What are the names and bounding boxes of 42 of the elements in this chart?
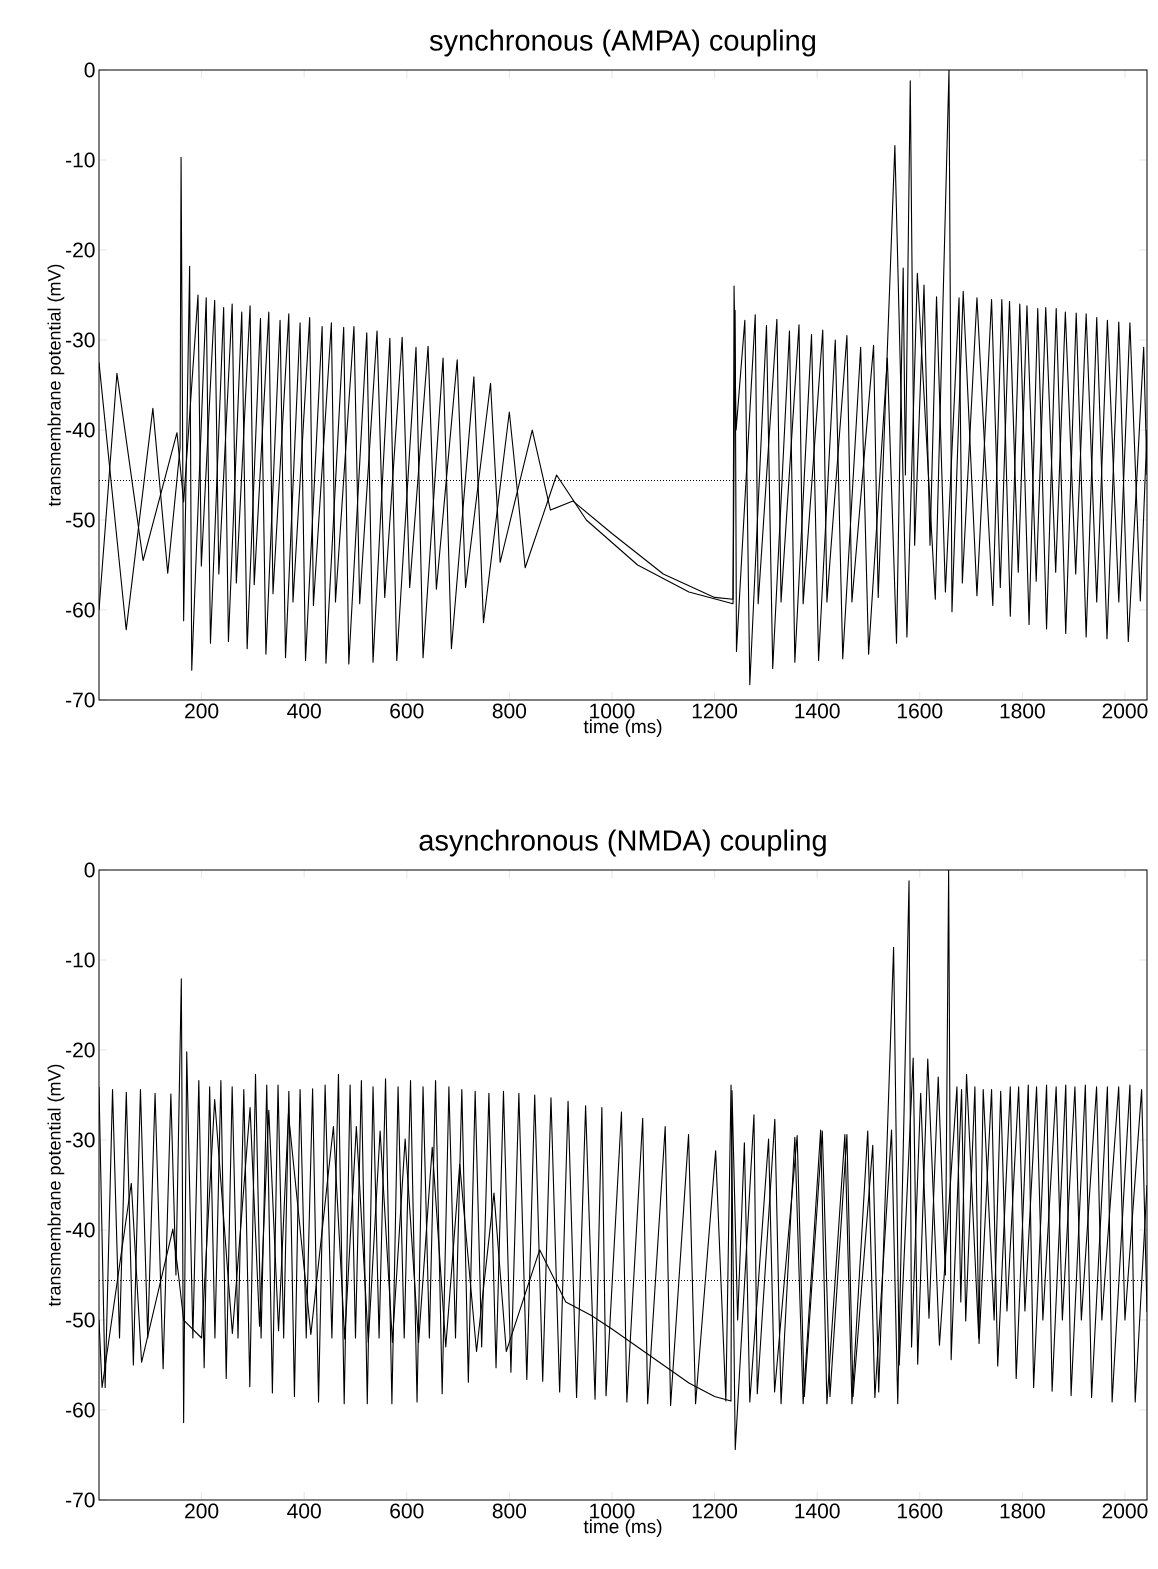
x-tick-label: 1400	[795, 1503, 840, 1519]
y-tick-label: -50	[66, 1312, 95, 1328]
x-tick-label: 200	[185, 1503, 219, 1519]
x-tick-label: 800	[492, 703, 527, 719]
y-tick-label: -60	[66, 602, 95, 618]
x-tick-label: 1600	[898, 703, 943, 719]
x-tick-label: 1800	[1000, 1503, 1045, 1519]
y-tick-label: -40	[66, 1222, 95, 1238]
y-tick-label: -10	[66, 152, 95, 168]
x-tick-label: 200	[185, 703, 219, 719]
y-tick-label: -70	[66, 692, 95, 708]
y-tick-label: -70	[66, 1492, 95, 1508]
y-tick-label: -40	[66, 422, 95, 438]
x-axis-title: time (ms)	[583, 1519, 662, 1537]
x-tick-label: 1200	[692, 703, 738, 719]
x-tick-label: 1200	[692, 1503, 738, 1519]
y-tick-label: -10	[66, 952, 95, 968]
x-tick-label: 600	[390, 1503, 424, 1519]
y-tick-label: 0	[84, 862, 95, 878]
x-tick-label: 2000	[1102, 1503, 1148, 1519]
y-tick-label: -30	[66, 332, 95, 348]
y-tick-label: -50	[66, 512, 95, 528]
x-tick-label: 800	[492, 1503, 527, 1519]
x-tick-label: 1600	[898, 1503, 943, 1519]
x-tick-label: 400	[287, 1503, 321, 1519]
x-tick-label: 1000	[590, 1503, 635, 1519]
y-axis-title: transmembrane potential (mV)	[47, 1064, 65, 1307]
x-tick-label: 1000	[590, 703, 635, 719]
x-tick-label: 1400	[795, 703, 840, 719]
x-tick-label: 400	[287, 703, 321, 719]
y-tick-label: -60	[66, 1402, 95, 1418]
x-tick-label: 1800	[1000, 703, 1045, 719]
chart-title: synchronous (AMPA) coupling	[429, 29, 816, 57]
y-tick-label: -20	[66, 242, 95, 258]
y-tick-label: -20	[66, 1042, 95, 1058]
x-tick-label: 2000	[1102, 703, 1148, 719]
x-tick-label: 600	[390, 703, 424, 719]
y-tick-label: 0	[84, 62, 95, 78]
x-axis-title: time (ms)	[583, 719, 662, 737]
y-axis-title: transmembrane potential (mV)	[47, 264, 65, 507]
y-tick-label: -30	[66, 1132, 95, 1148]
chart-title: asynchronous (NMDA) coupling	[419, 829, 826, 857]
